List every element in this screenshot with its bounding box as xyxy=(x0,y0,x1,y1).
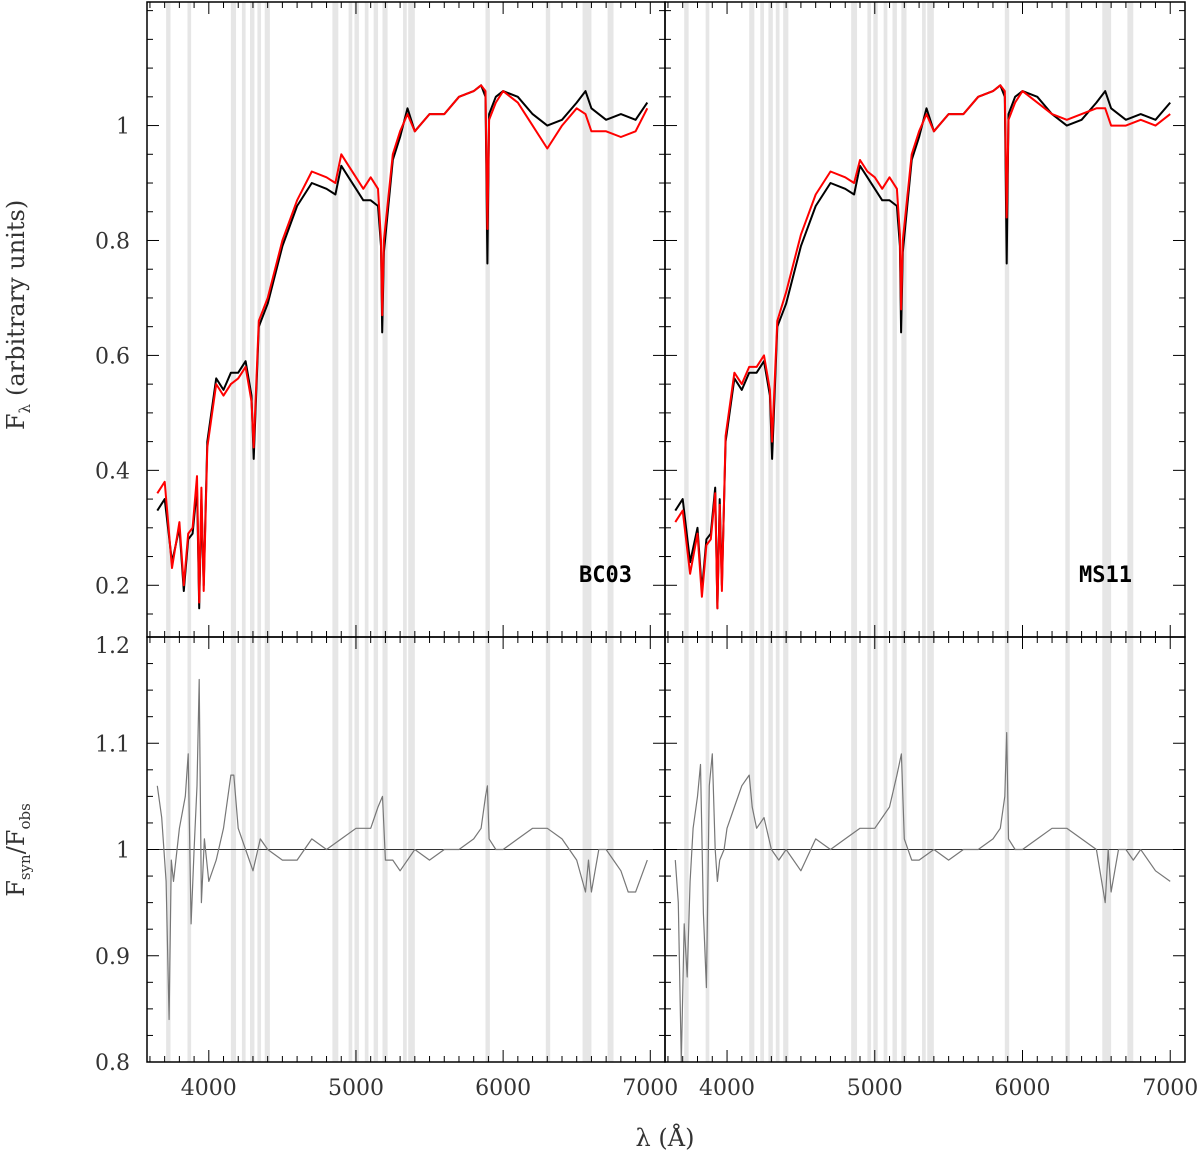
synthetic-spectrum-bc03 xyxy=(156,84,649,604)
tick-labels: 4000 5000 6000 7000 4000 5000 6000 7000 0.2 0.4 0.… xyxy=(95,115,1198,1101)
x-tick-label: 5000 xyxy=(328,1076,384,1101)
bottom-y-tick-label: 0.9 xyxy=(95,945,130,970)
masked-band-0-3 xyxy=(241,2,246,1062)
masked-band-0-12 xyxy=(382,2,388,1062)
masked-regions xyxy=(166,2,1134,1062)
masked-band-1-9 xyxy=(873,2,878,1062)
masked-band-1-7 xyxy=(851,2,858,1062)
masked-band-0-2 xyxy=(230,2,237,1062)
observed-spectrum-bc03 xyxy=(156,84,649,610)
masked-band-1-5 xyxy=(775,2,780,1062)
top-y-tick-label: 0.4 xyxy=(95,459,130,484)
masked-band-1-15 xyxy=(1004,2,1010,1062)
bottom-y-tick-label: 1 xyxy=(116,839,130,864)
top-y-tick-label: 0.8 xyxy=(95,229,130,254)
masked-band-1-3 xyxy=(760,2,764,1062)
masked-band-1-18 xyxy=(1127,2,1134,1062)
bottom-y-tick-label: 1.1 xyxy=(95,732,130,757)
top-y-tick-label: 0.2 xyxy=(95,574,130,599)
masked-band-1-8 xyxy=(867,2,872,1062)
masked-band-0-14 xyxy=(408,2,415,1062)
masked-band-0-16 xyxy=(545,2,551,1062)
masked-band-1-16 xyxy=(1065,2,1070,1062)
masked-band-1-12 xyxy=(901,2,907,1062)
bottom-y-num: F xyxy=(2,880,30,897)
x-tick-label: 4000 xyxy=(699,1076,755,1101)
bottom-y-tick-label: 1.2 xyxy=(95,634,130,659)
masked-band-0-5 xyxy=(257,2,262,1062)
panel-label-right: MS11 xyxy=(1079,563,1132,588)
bottom-y-num-sub: syn xyxy=(16,854,34,880)
masked-band-0-18 xyxy=(607,2,614,1062)
masked-band-0-9 xyxy=(354,2,359,1062)
top-y-sub: λ xyxy=(16,404,34,414)
residual-bc03 xyxy=(156,678,648,1021)
x-axis-symbol: λ xyxy=(636,1124,651,1152)
masked-band-0-6 xyxy=(264,2,270,1062)
synthetic-spectrum-ms11 xyxy=(674,84,1171,610)
masked-band-1-6 xyxy=(783,2,789,1062)
bottom-y-den-sub: obs xyxy=(16,803,34,829)
x-tick-label: 6000 xyxy=(475,1076,531,1101)
axis-ticks xyxy=(147,2,1186,1063)
masked-band-0-7 xyxy=(332,2,339,1062)
bottom-y-den: F xyxy=(2,830,30,847)
masked-band-1-13 xyxy=(922,2,926,1062)
x-axis-unit: (Å) xyxy=(658,1123,694,1152)
masked-band-0-15 xyxy=(485,2,490,1062)
bottom-y-slash: / xyxy=(2,845,30,854)
masked-band-0-13 xyxy=(403,2,407,1062)
top-y-symbol: F xyxy=(2,414,30,431)
bottom-y-tick-label: 0.8 xyxy=(95,1051,130,1076)
masked-band-1-11 xyxy=(892,2,897,1062)
top-y-tick-label: 1 xyxy=(116,115,130,140)
masked-band-0-8 xyxy=(348,2,353,1062)
masked-band-1-1 xyxy=(705,2,710,1062)
masked-band-0-10 xyxy=(364,2,369,1062)
masked-band-0-11 xyxy=(373,2,379,1062)
x-tick-label: 4000 xyxy=(181,1076,237,1101)
masked-band-1-2 xyxy=(749,2,755,1062)
x-tick-label: 7000 xyxy=(622,1076,678,1101)
spectra-series xyxy=(156,84,1171,1063)
masked-band-1-4 xyxy=(768,2,773,1062)
panel-label-left: BC03 xyxy=(579,563,632,588)
x-tick-label: 7000 xyxy=(1142,1076,1198,1101)
masked-band-0-17 xyxy=(582,2,592,1062)
residual-ms11 xyxy=(674,731,1171,1063)
x-axis-title: λ (Å) xyxy=(636,1123,695,1152)
top-y-axis-title: Fλ (arbitrary units) xyxy=(2,200,34,430)
x-tick-label: 5000 xyxy=(847,1076,903,1101)
top-y-tick-label: 0.6 xyxy=(95,344,130,369)
masked-band-0-4 xyxy=(250,2,255,1062)
masked-band-1-10 xyxy=(883,2,888,1062)
bottom-y-axis-title: Fsyn/Fobs xyxy=(2,803,34,897)
x-tick-label: 6000 xyxy=(995,1076,1051,1101)
masked-band-1-17 xyxy=(1102,2,1112,1062)
masked-band-1-14 xyxy=(927,2,934,1062)
top-y-rest: (arbitrary units) xyxy=(2,200,30,396)
